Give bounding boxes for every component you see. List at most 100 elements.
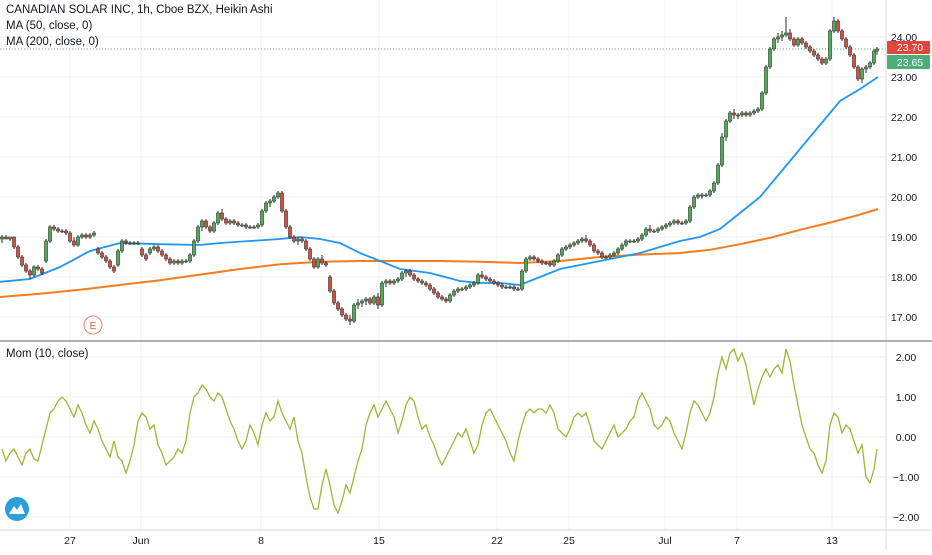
price-tick-label: 21.00 bbox=[891, 152, 917, 164]
candle-up-body bbox=[672, 220, 676, 224]
candle-down-body bbox=[20, 256, 24, 266]
candle bbox=[840, 29, 844, 41]
candle bbox=[56, 227, 60, 233]
candle-down-body bbox=[408, 270, 412, 276]
candle bbox=[452, 289, 456, 297]
candle-up-body bbox=[80, 234, 84, 238]
candle-up-body bbox=[832, 20, 836, 32]
candle bbox=[224, 217, 228, 225]
candle-up-body bbox=[544, 262, 548, 265]
momentum-legend[interactable]: Mom (10, close) bbox=[6, 348, 89, 360]
candle bbox=[448, 293, 452, 303]
candle-up-body bbox=[696, 194, 700, 198]
candle bbox=[24, 263, 28, 273]
candle-down-body bbox=[64, 230, 68, 234]
candle bbox=[780, 31, 784, 41]
candle bbox=[568, 243, 572, 249]
candle-up-body bbox=[452, 290, 456, 296]
candle bbox=[600, 251, 604, 259]
candle bbox=[176, 259, 180, 265]
candle bbox=[872, 49, 876, 65]
candle-up-body bbox=[620, 244, 624, 250]
candle-up-body bbox=[200, 220, 204, 228]
candle-down-body bbox=[40, 268, 44, 274]
candle-up-body bbox=[196, 226, 200, 242]
candle bbox=[304, 239, 308, 251]
ma-price-tag: 23.65 bbox=[887, 55, 930, 69]
candle-up-body bbox=[252, 226, 256, 229]
candle-down-body bbox=[28, 270, 32, 276]
candle-up-body bbox=[636, 238, 640, 242]
candle bbox=[428, 283, 432, 291]
candle-up-body bbox=[692, 196, 696, 208]
candle bbox=[400, 271, 404, 281]
candle-up-body bbox=[712, 182, 716, 192]
candle-down-body bbox=[140, 248, 144, 256]
ma50-legend[interactable]: MA (50, close, 0) bbox=[6, 20, 93, 32]
candle bbox=[136, 241, 140, 245]
candle-up-body bbox=[556, 254, 560, 262]
candle bbox=[652, 229, 656, 233]
candle bbox=[576, 239, 580, 245]
chart-title-legend: CANADIAN SOLAR INC, 1h, Cboe BZX, Heikin… bbox=[6, 4, 273, 16]
candle bbox=[68, 231, 72, 243]
candle bbox=[580, 237, 584, 243]
candle-up-body bbox=[88, 234, 92, 238]
candle-down-body bbox=[280, 192, 284, 212]
candle-down-body bbox=[444, 298, 448, 302]
candle-up-body bbox=[875, 48, 879, 52]
candle-up-body bbox=[668, 222, 672, 226]
candle-up-body bbox=[784, 32, 788, 36]
candle-up-body bbox=[44, 240, 48, 262]
candle-down-body bbox=[792, 38, 796, 46]
candle-down-body bbox=[744, 112, 748, 116]
candle bbox=[620, 243, 624, 251]
candle-up-body bbox=[680, 222, 684, 225]
candle bbox=[524, 257, 528, 273]
candle bbox=[396, 277, 400, 283]
candle-down-body bbox=[328, 276, 332, 292]
candle-up-body bbox=[116, 250, 120, 266]
candle bbox=[476, 273, 480, 285]
candle bbox=[184, 259, 188, 263]
candle-up-body bbox=[188, 254, 192, 262]
candle-down-body bbox=[840, 30, 844, 40]
candle bbox=[875, 47, 879, 55]
candle bbox=[412, 273, 416, 281]
candle bbox=[808, 45, 812, 53]
candle-up-body bbox=[608, 254, 612, 258]
candle bbox=[144, 253, 148, 261]
candle bbox=[348, 315, 352, 325]
candle bbox=[496, 281, 500, 287]
ma200-legend[interactable]: MA (200, close, 0) bbox=[6, 36, 99, 48]
candle-up-body bbox=[604, 256, 608, 259]
candle-up-body bbox=[128, 242, 132, 245]
earnings-event-marker[interactable]: E bbox=[83, 315, 103, 335]
candle bbox=[300, 237, 304, 243]
candle-down-body bbox=[808, 46, 812, 52]
candle-down-body bbox=[164, 254, 168, 260]
candle bbox=[228, 219, 232, 225]
candle bbox=[636, 237, 640, 243]
candle-down-body bbox=[312, 258, 316, 268]
candle-down-body bbox=[496, 282, 500, 286]
candle-up-body bbox=[552, 260, 556, 266]
candle bbox=[116, 249, 120, 267]
candle bbox=[756, 107, 760, 113]
candle bbox=[368, 297, 372, 305]
candle-up-body bbox=[264, 202, 268, 212]
candle bbox=[632, 239, 636, 243]
candle bbox=[500, 283, 504, 289]
candle-down-body bbox=[532, 256, 536, 260]
candle bbox=[360, 299, 364, 307]
time-tick-label: Jun bbox=[133, 535, 150, 547]
tradingview-logo-icon[interactable] bbox=[5, 497, 29, 521]
candle bbox=[12, 236, 16, 249]
candle-up-body bbox=[228, 220, 232, 224]
candle bbox=[444, 297, 448, 303]
candle-up-body bbox=[192, 240, 196, 256]
candle bbox=[744, 111, 748, 117]
candle bbox=[328, 275, 332, 293]
